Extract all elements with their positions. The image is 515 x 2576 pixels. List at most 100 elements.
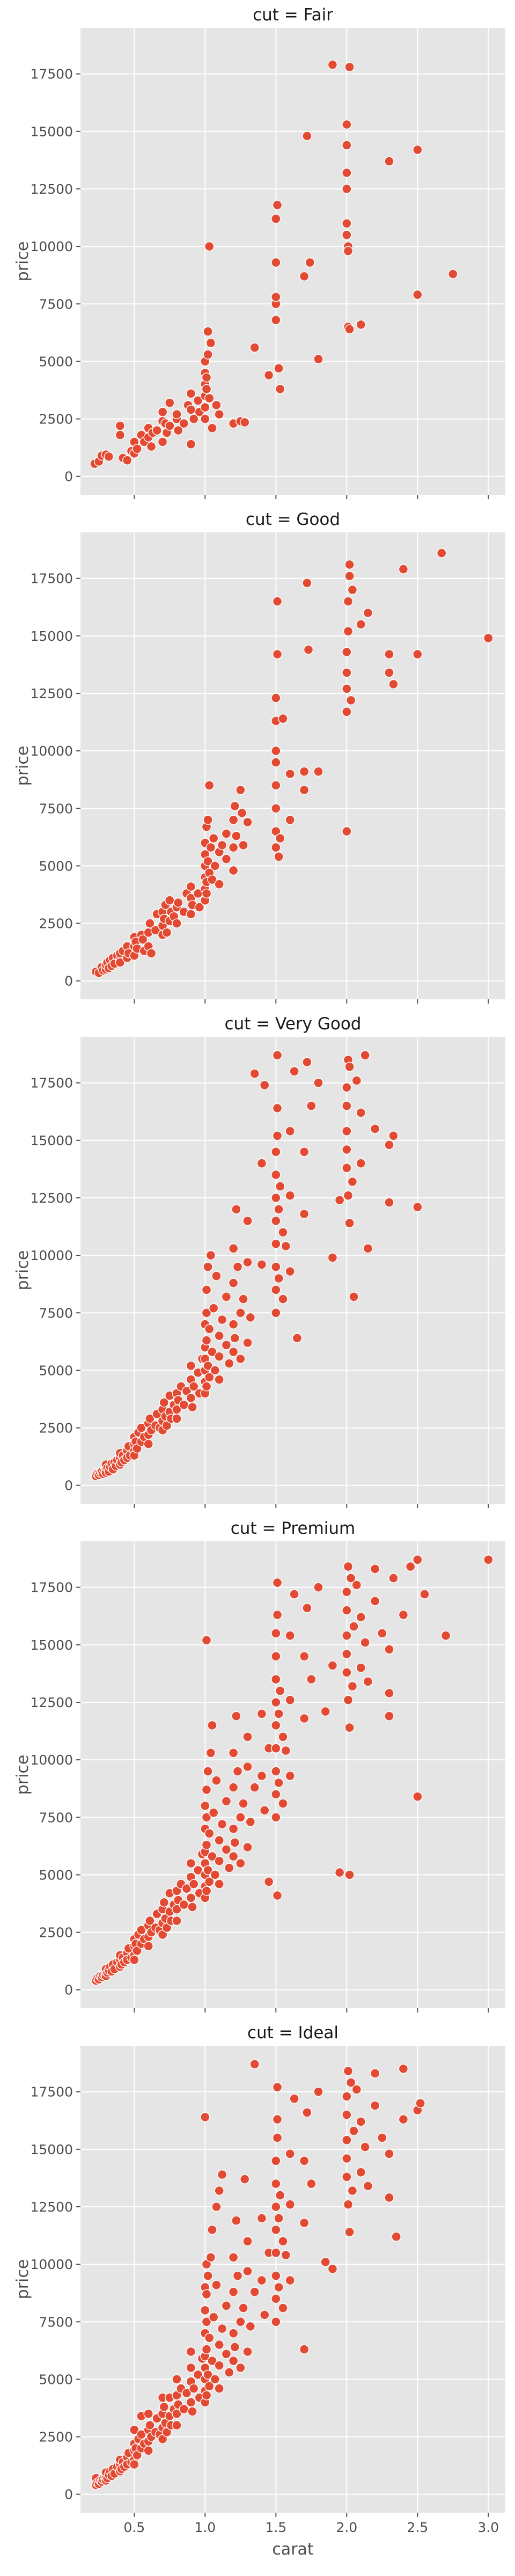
- scatter-point: [205, 842, 216, 853]
- scatter-point: [305, 257, 315, 268]
- scatter-point: [231, 831, 241, 841]
- scatter-point: [242, 1337, 253, 1348]
- y-tick-label: 5000: [39, 858, 73, 874]
- scatter-point: [271, 2248, 281, 2258]
- scatter-point: [285, 815, 295, 825]
- scatter-point: [388, 679, 399, 690]
- scatter-point: [186, 2362, 196, 2373]
- y-tick-label: 10000: [30, 1248, 73, 1263]
- scatter-point: [327, 1660, 338, 1671]
- scatter-point: [129, 2459, 139, 2470]
- scatter-point: [236, 2362, 246, 2373]
- scatter-point: [384, 1688, 394, 1699]
- facet-panel: cut = Good 0 2500 5000 7500 10000 12500 15000 17…: [13, 510, 505, 1004]
- scatter-point: [224, 1863, 234, 1873]
- scatter-point: [351, 2084, 362, 2095]
- scatter-point: [342, 2091, 352, 2102]
- scatter-point: [157, 437, 168, 447]
- scatter-point: [203, 856, 213, 867]
- scatter-point: [285, 2275, 295, 2286]
- scatter-point: [271, 214, 281, 224]
- scatter-point: [157, 407, 168, 417]
- scatter-point: [271, 315, 281, 325]
- scatter-point: [483, 1555, 494, 1565]
- scatter-point: [360, 2142, 370, 2152]
- scatter-point: [271, 693, 281, 703]
- scatter-point: [145, 1915, 155, 1926]
- scatter-point: [201, 888, 212, 899]
- scatter-point: [363, 608, 373, 618]
- scatter-point: [201, 384, 212, 394]
- facet-title: cut = Premium: [231, 1519, 355, 1538]
- scatter-point: [343, 1190, 354, 1201]
- scatter-point: [342, 1630, 352, 1641]
- y-axis-label: price: [13, 746, 32, 786]
- scatter-point: [271, 1720, 281, 1731]
- scatter-point: [236, 1858, 246, 1869]
- scatter-point: [204, 393, 215, 404]
- x-tick-label: 2.5: [407, 2520, 428, 2535]
- scatter-point: [299, 1651, 310, 1662]
- scatter-point: [249, 1069, 260, 1079]
- scatter-point: [271, 2156, 281, 2166]
- scatter-point: [204, 1877, 215, 1887]
- scatter-point: [189, 414, 199, 424]
- scatter-point: [209, 2312, 219, 2322]
- scatter-point: [313, 354, 323, 364]
- scatter-point: [200, 414, 210, 424]
- scatter-point: [236, 2317, 246, 2327]
- scatter-point: [272, 1609, 283, 1620]
- scatter-point: [398, 1609, 409, 1620]
- scatter-point: [272, 200, 283, 210]
- scatter-point: [281, 2250, 291, 2260]
- y-axis-label: price: [13, 1755, 32, 1795]
- scatter-point: [172, 409, 182, 420]
- scatter-point: [138, 934, 148, 945]
- scatter-point: [179, 1400, 189, 1410]
- scatter-point: [228, 1851, 239, 1862]
- y-axis-label: price: [13, 241, 32, 282]
- scatter-point: [214, 2339, 224, 2350]
- scatter-point: [344, 2227, 355, 2237]
- scatter-point: [214, 1374, 224, 1385]
- scatter-point: [209, 1807, 219, 1818]
- scatter-point: [483, 633, 494, 643]
- scatter-point: [203, 2369, 213, 2380]
- scatter-point: [200, 1801, 210, 1811]
- scatter-point: [186, 439, 196, 449]
- facet-title: cut = Good: [246, 510, 340, 529]
- x-tick-label: 1.0: [194, 2520, 216, 2535]
- scatter-point: [356, 619, 366, 630]
- scatter-point: [272, 1103, 283, 1114]
- scatter-point: [228, 1748, 239, 1758]
- scatter-point: [360, 1637, 370, 1648]
- scatter-point: [228, 1346, 239, 1357]
- scatter-point: [115, 430, 126, 440]
- scatter-point: [165, 895, 175, 905]
- scatter-point: [299, 2218, 310, 2228]
- y-tick-label: 5000: [39, 354, 73, 369]
- scatter-point: [271, 2294, 281, 2304]
- scatter-point: [242, 2346, 253, 2357]
- scatter-point: [228, 1243, 239, 1254]
- scatter-point: [342, 668, 352, 678]
- scatter-point: [224, 1358, 234, 1368]
- scatter-point: [186, 2397, 196, 2407]
- scatter-point: [230, 1838, 240, 1848]
- scatter-point: [230, 801, 240, 811]
- scatter-point: [370, 1596, 380, 1606]
- scatter-point: [274, 1709, 284, 1719]
- y-tick-label: 2500: [39, 1421, 73, 1436]
- scatter-point: [370, 1564, 380, 1574]
- scatter-point: [201, 2390, 212, 2401]
- scatter-point: [377, 2133, 387, 2143]
- scatter-point: [440, 1630, 451, 1641]
- scatter-point: [205, 2252, 216, 2263]
- scatter-point: [275, 1181, 285, 1191]
- scatter-point: [230, 1333, 240, 1343]
- scatter-point: [342, 140, 352, 150]
- y-tick-label: 5000: [39, 2372, 73, 2387]
- scatter-point: [194, 902, 204, 912]
- y-tick-label: 12500: [30, 1190, 73, 1206]
- scatter-point: [181, 1883, 192, 1894]
